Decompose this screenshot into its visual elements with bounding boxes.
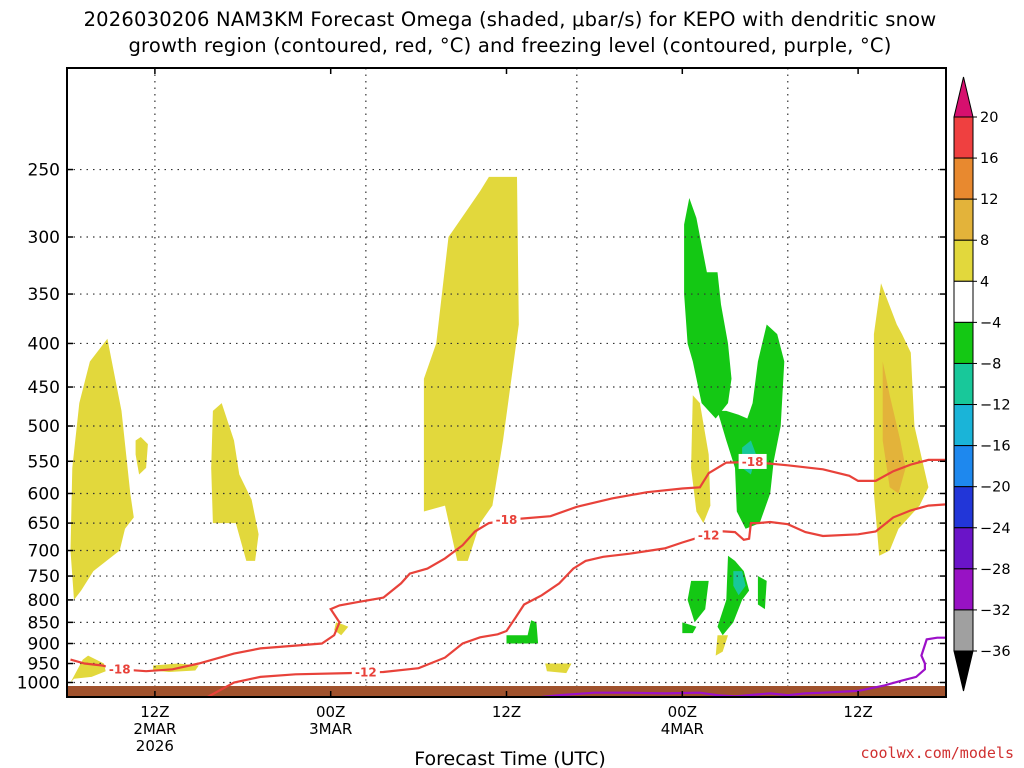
x-tick-label-12-0: 12Z xyxy=(140,703,169,721)
y-tick-label-850: 850 xyxy=(28,613,60,633)
colorbar-bin-7 xyxy=(953,404,974,447)
colorbar-bin-5 xyxy=(953,321,974,364)
colorbar-bin-3 xyxy=(953,239,974,282)
y-tick-label-750: 750 xyxy=(28,567,60,587)
colorbar-bin-4 xyxy=(953,280,974,323)
x-tick-label-12-2: 2026 xyxy=(136,737,174,755)
y-tick-label-650: 650 xyxy=(28,514,60,534)
freezing-level-line xyxy=(541,636,946,697)
omega-region-0 xyxy=(70,655,106,683)
colorbar-bin-6 xyxy=(953,362,974,406)
x-tick-label-32-0: 12Z xyxy=(492,703,521,721)
y-tick-label-350: 350 xyxy=(28,285,60,305)
omega-region-14 xyxy=(717,555,750,636)
colorbar-label-0: 20 xyxy=(980,110,998,126)
omega-region-16 xyxy=(757,576,767,610)
omega-region-10 xyxy=(873,283,929,556)
colorbar-label-5: −4 xyxy=(980,315,1001,331)
colorbar-label-11: −28 xyxy=(980,562,1011,578)
y-tick-label-450: 450 xyxy=(28,378,60,398)
colorbar-label-12: −32 xyxy=(980,603,1011,619)
colorbar-label-9: −20 xyxy=(980,480,1011,496)
contour-label-bg-2 xyxy=(738,453,767,469)
dgz-contour-m12-2 xyxy=(207,503,946,697)
colorbar-bottom-arrow xyxy=(953,650,974,692)
y-tick-label-800: 800 xyxy=(28,591,60,611)
colorbar-label-2: 12 xyxy=(980,192,998,208)
y-tick-label-600: 600 xyxy=(28,484,60,504)
x-tick-label-22-0: 00Z xyxy=(316,703,345,721)
omega-region-2 xyxy=(135,437,148,475)
y-tick-label-1000: 1000 xyxy=(17,673,60,693)
colorbar-bin-11 xyxy=(953,568,974,611)
y-tick-label-950: 950 xyxy=(28,655,60,675)
colorbar-bin-0 xyxy=(953,116,974,159)
contour-label-bg-0 xyxy=(105,661,134,677)
y-tick-label-300: 300 xyxy=(28,228,60,248)
colorbar-label-4: 4 xyxy=(980,274,989,290)
credit-text: coolwx.com/models xyxy=(860,744,1014,762)
colorbar-label-3: 8 xyxy=(980,233,989,249)
colorbar-label-1: 16 xyxy=(980,151,998,167)
colorbar-bin-2 xyxy=(953,198,974,241)
omega-region-20 xyxy=(733,571,746,596)
colorbar-label-13: −36 xyxy=(980,644,1011,660)
omega-region-4 xyxy=(211,403,259,561)
contour-label-bg-4 xyxy=(694,527,723,543)
contour-label-bg-1 xyxy=(492,512,521,528)
contour-label-0: -18 xyxy=(109,662,131,676)
y-tick-label-400: 400 xyxy=(28,334,60,354)
omega-region-7 xyxy=(545,663,572,674)
omega-region-11 xyxy=(882,361,906,494)
contour-label-4: -12 xyxy=(698,528,720,542)
colorbar-bin-10 xyxy=(953,527,974,570)
x-axis-label: Forecast Time (UTC) xyxy=(414,748,605,768)
omega-region-9 xyxy=(715,635,728,656)
colorbar-top-arrow xyxy=(953,76,974,118)
colorbar-bin-1 xyxy=(953,157,974,200)
dgz-contour-m18-0 xyxy=(70,458,946,673)
y-tick-label-550: 550 xyxy=(28,452,60,472)
x-tick-label-22-1: 3MAR xyxy=(309,720,352,738)
colorbar-bin-9 xyxy=(953,486,974,529)
plot-area: -18 -18 -18 -12 -12 250 300 350 400 450 500 550 600 6… xyxy=(17,67,947,755)
x-tick-label-12-1: 2MAR xyxy=(133,720,176,738)
omega-region-8 xyxy=(691,395,711,524)
colorbar-label-7: −12 xyxy=(980,398,1011,414)
omega-region-1 xyxy=(70,338,134,600)
chart-title-line-2: growth region (contoured, red, °C) and f… xyxy=(128,34,891,57)
x-tick-label-42-0: 00Z xyxy=(668,703,697,721)
chart-title-line-1: 2026030206 NAM3KM Forecast Omega (shaded… xyxy=(84,8,937,31)
colorbar-label-8: −16 xyxy=(980,439,1011,455)
colorbar-label-6: −8 xyxy=(980,356,1001,372)
x-tick-label-42-1: 4MAR xyxy=(661,720,704,738)
omega-region-6 xyxy=(423,176,519,561)
y-tick-label-700: 700 xyxy=(28,542,60,562)
contour-label-2: -18 xyxy=(742,455,764,469)
colorbar-bin-8 xyxy=(953,445,974,488)
omega-region-17 xyxy=(682,622,697,634)
omega-region-15 xyxy=(687,580,709,623)
colorbar: 20 16 12 8 4 −4 −8 −12 −16 −20 −24 −28 −32 −36 xyxy=(953,76,1011,692)
omega-region-18 xyxy=(506,620,539,644)
y-tick-label-900: 900 xyxy=(28,635,60,655)
contour-label-3: -12 xyxy=(355,665,377,679)
y-tick-label-250: 250 xyxy=(28,161,60,181)
contour-label-1: -18 xyxy=(496,513,518,527)
colorbar-label-10: −24 xyxy=(980,521,1011,537)
y-tick-label-500: 500 xyxy=(28,417,60,437)
x-tick-label-52-0: 12Z xyxy=(843,703,872,721)
plot-content: -18 -18 -18 -12 -12 xyxy=(67,68,946,697)
omega-region-12 xyxy=(684,198,732,419)
contour-label-bg-3 xyxy=(351,664,380,680)
colorbar-bin-12 xyxy=(953,609,974,652)
